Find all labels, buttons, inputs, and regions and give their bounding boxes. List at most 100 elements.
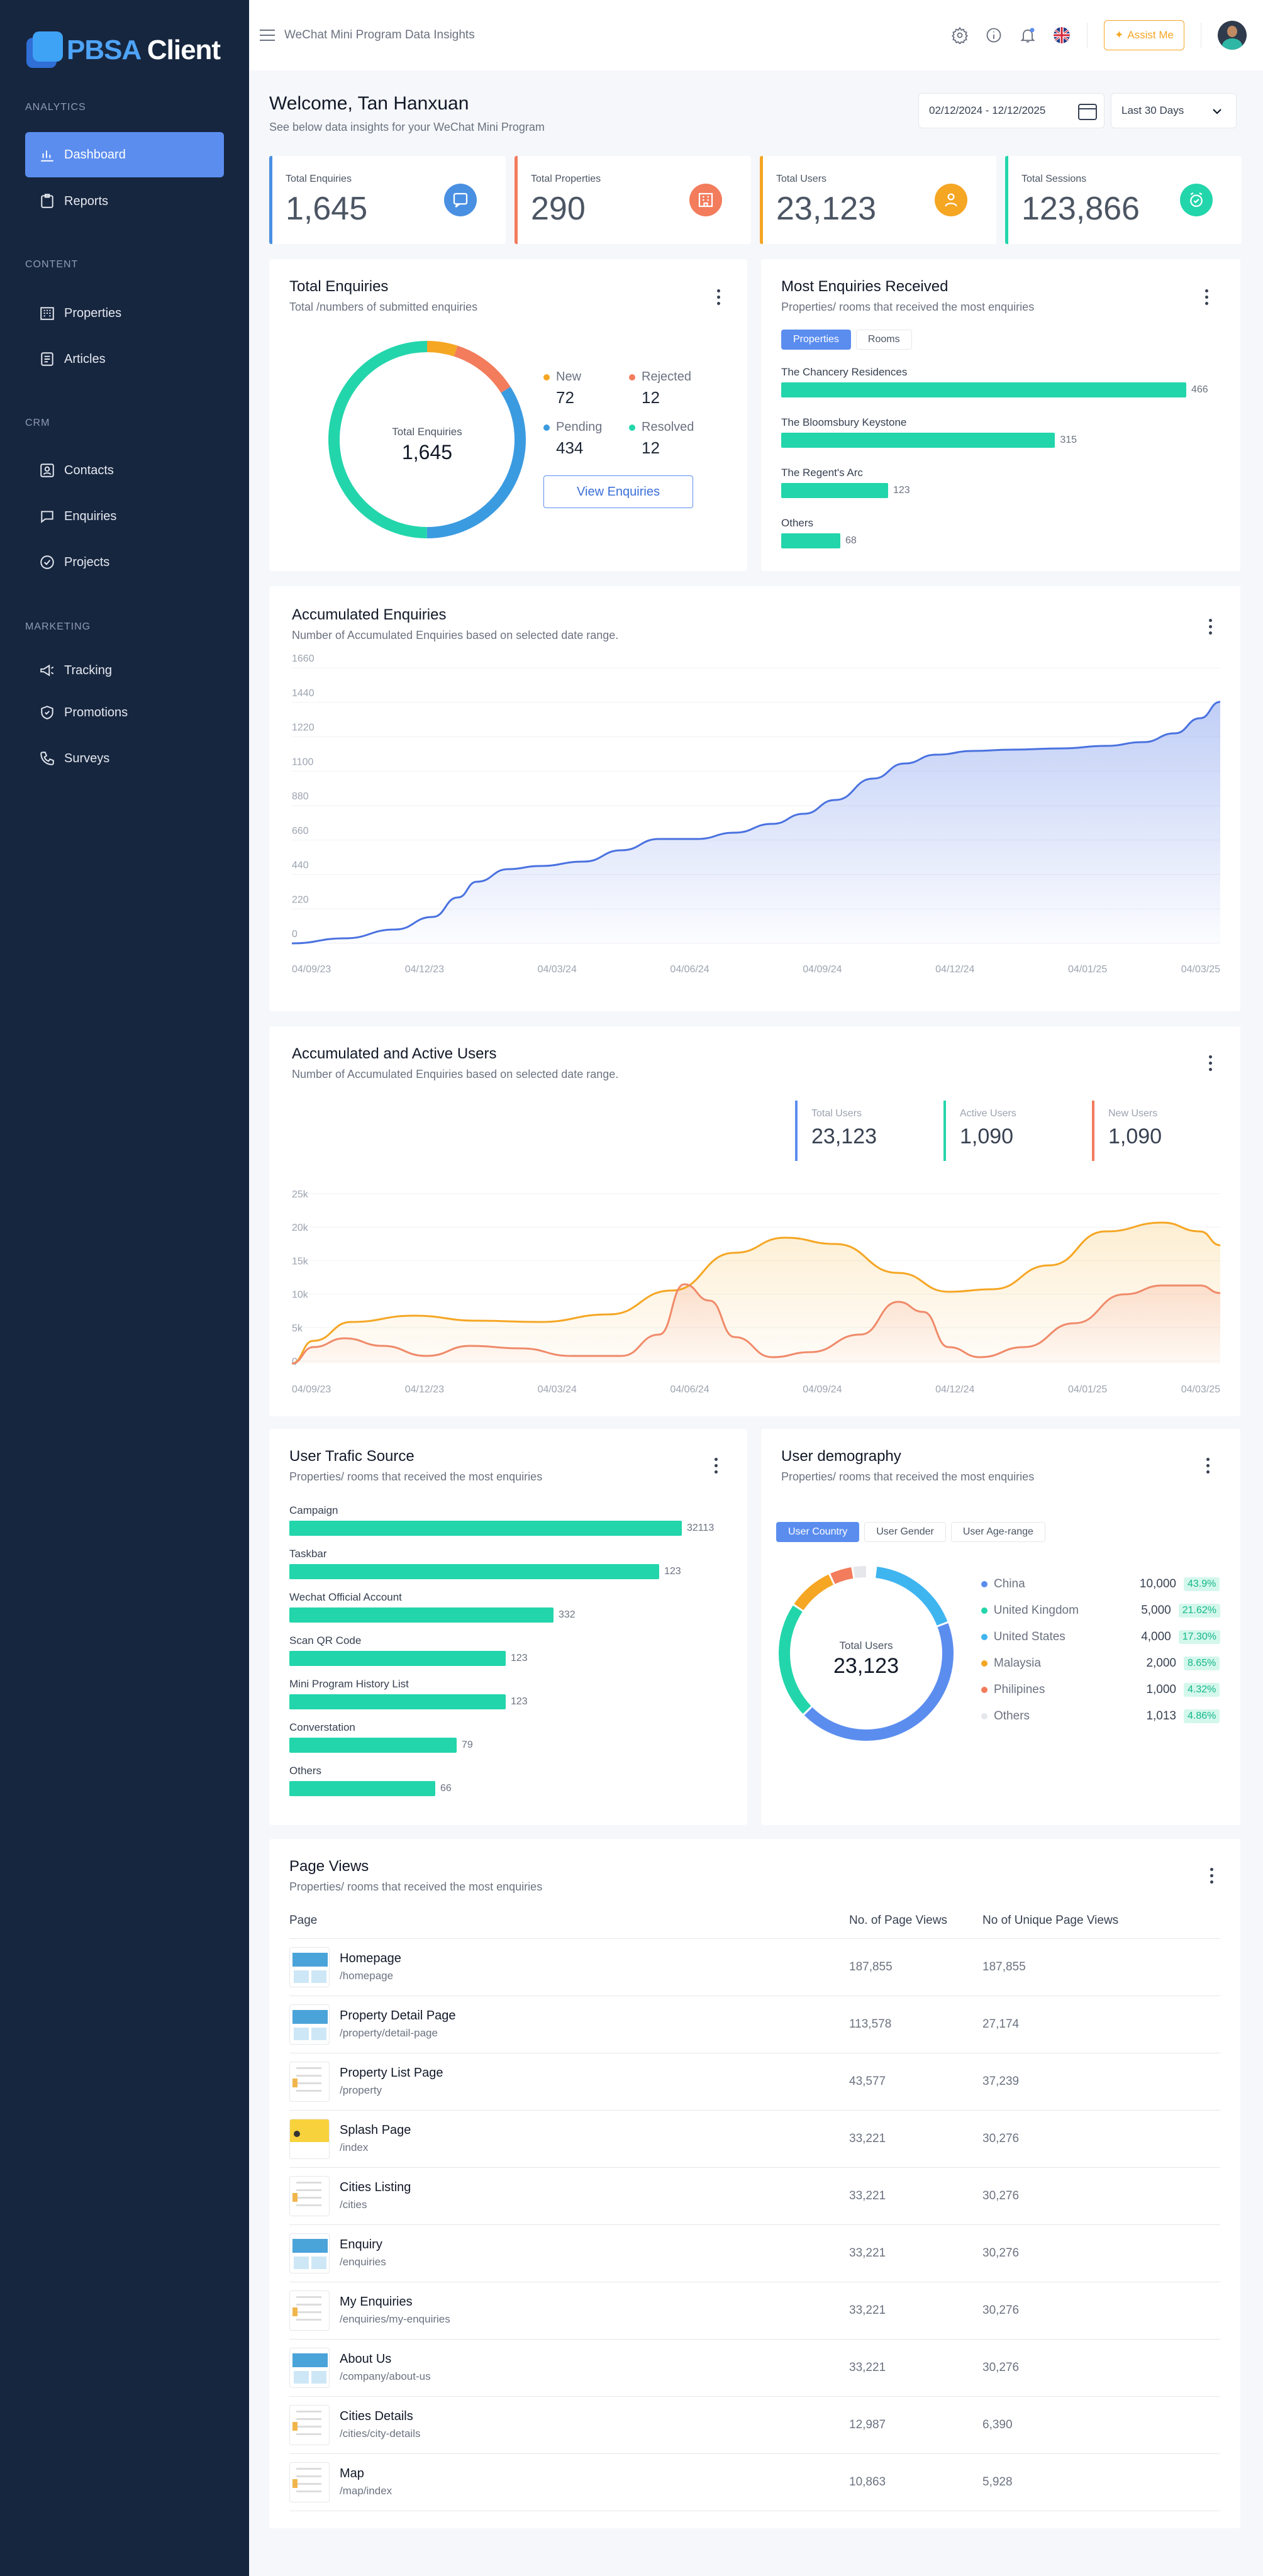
- page-path: /property: [340, 2084, 382, 2096]
- table-row[interactable]: About Us/company/about-us 33,221 30,276: [289, 2339, 1220, 2397]
- sidebar-item-contacts[interactable]: Contacts: [25, 448, 224, 493]
- legend-row: United Kingdom 5,000 21.62%: [981, 1597, 1220, 1624]
- page-thumbnail: [289, 2233, 330, 2273]
- view-enquiries-button[interactable]: View Enquiries: [543, 475, 693, 508]
- sidebar-item-label: Projects: [64, 555, 110, 569]
- page-path: /cities/city-details: [340, 2428, 421, 2440]
- area-fill: [292, 1223, 1220, 1363]
- legend-dot: [981, 1581, 988, 1587]
- nav-section-crm: CRM: [25, 418, 50, 428]
- more-options-icon[interactable]: [1205, 1458, 1210, 1474]
- more-options-icon[interactable]: [1209, 1868, 1214, 1884]
- tab-user-country[interactable]: User Country: [776, 1522, 860, 1542]
- table-row[interactable]: Enquiry/enquiries 33,221 30,276: [289, 2224, 1220, 2282]
- country-name: Others: [994, 1709, 1030, 1723]
- legend-row: Others 1,013 4.86%: [981, 1703, 1220, 1729]
- chat-icon: [444, 184, 477, 216]
- card-subtitle: Properties/ rooms that received the most…: [781, 301, 1035, 313]
- more-options-icon[interactable]: [1204, 289, 1209, 306]
- enquiries-donut: Total Enquiries 1,645: [328, 341, 526, 538]
- card-subtitle: Number of Accumulated Enquiries based on…: [292, 1068, 619, 1080]
- check-circle-icon: [40, 555, 54, 569]
- bar-value: 466: [1191, 384, 1208, 395]
- stat-card-properties[interactable]: Total Properties 290: [515, 156, 751, 244]
- more-options-icon[interactable]: [716, 289, 721, 306]
- demography-card: User demography Properties/ rooms that r…: [761, 1429, 1240, 1825]
- tab-user-gender[interactable]: User Gender: [864, 1522, 946, 1542]
- stat-card-sessions[interactable]: Total Sessions 123,866: [1005, 156, 1242, 244]
- sidebar-item-projects[interactable]: Projects: [25, 540, 224, 585]
- sidebar-item-tracking[interactable]: Tracking: [25, 648, 224, 693]
- legend-dot: [981, 1687, 988, 1693]
- table-row[interactable]: Map/map/index 10,863 5,928: [289, 2453, 1220, 2511]
- tab-rooms[interactable]: Rooms: [855, 330, 912, 350]
- stat-card-users[interactable]: Total Users 23,123: [760, 156, 996, 244]
- more-options-icon[interactable]: [1208, 1055, 1213, 1072]
- table-row[interactable]: Splash Page/index 33,221 30,276: [289, 2110, 1220, 2168]
- unique-views-count: 30,276: [982, 2339, 1220, 2397]
- shield-icon: [41, 706, 53, 719]
- sidebar-item-reports[interactable]: Reports: [25, 179, 224, 224]
- sidebar-item-surveys[interactable]: Surveys: [25, 736, 224, 781]
- mini-stat-total-users: Total Users 23,123: [795, 1101, 877, 1161]
- tab-user-age-range[interactable]: User Age-range: [950, 1522, 1045, 1542]
- sidebar-item-promotions[interactable]: Promotions: [25, 690, 224, 735]
- sidebar-item-enquiries[interactable]: Enquiries: [25, 494, 224, 539]
- column-header: No of Unique Page Views: [982, 1903, 1220, 1939]
- y-tick-label: 1220: [292, 723, 314, 733]
- page-name: Splash Page: [340, 2123, 411, 2137]
- enquiries-line: [291, 701, 1221, 945]
- bar-value: 66: [440, 1783, 452, 1794]
- table-row[interactable]: Cities Details/cities/city-details 12,987…: [289, 2396, 1220, 2454]
- y-tick-label: 440: [292, 860, 309, 871]
- menu-icon[interactable]: [259, 29, 275, 42]
- country-name: Malaysia: [994, 1657, 1041, 1670]
- country-count: 10,000: [1139, 1577, 1176, 1591]
- stat-card-enquiries[interactable]: Total Enquiries 1,645: [269, 156, 506, 244]
- more-options-icon[interactable]: [713, 1458, 718, 1474]
- sidebar-item-properties[interactable]: Properties: [25, 291, 224, 336]
- uk-flag-icon[interactable]: [1053, 26, 1071, 44]
- y-tick-label: 0: [292, 929, 298, 940]
- list-item: Mini Program History List 123: [289, 1678, 730, 1709]
- total-enquiries-card: Total Enquiries Total /numbers of submit…: [269, 259, 747, 571]
- table-row[interactable]: Property Detail Page/property/detail-pag…: [289, 1996, 1220, 2053]
- bell-icon[interactable]: [1019, 26, 1037, 44]
- more-options-icon[interactable]: [1208, 619, 1213, 635]
- list-item: The Regent's Arc 123: [781, 467, 1221, 498]
- settings-icon[interactable]: [951, 26, 969, 44]
- x-tick-label: 04/12/24: [935, 1384, 974, 1395]
- table-row[interactable]: Cities Listing/cities 33,221 30,276: [289, 2167, 1220, 2225]
- legend-label: New: [556, 370, 582, 384]
- table-row[interactable]: My Enquiries/enquiries/my-enquiries 33,22…: [289, 2282, 1220, 2340]
- brand-logo[interactable]: PBSA Client: [26, 31, 221, 69]
- building-icon: [689, 184, 722, 216]
- table-row[interactable]: Homepage/homepage 187,855 187,855: [289, 1938, 1220, 1996]
- brand-name-part2: Client: [147, 35, 221, 65]
- stat-label: Total Users: [776, 174, 827, 184]
- info-icon[interactable]: [985, 26, 1003, 44]
- y-tick-label: 220: [292, 894, 309, 905]
- brand-name-part1: PBSA: [67, 35, 141, 65]
- table-row[interactable]: Property List Page/property 43,577 37,239: [289, 2053, 1220, 2111]
- date-range-value: 02/12/2024 - 12/12/2025: [929, 104, 1046, 116]
- stat-value: 123,866: [1021, 191, 1140, 227]
- sidebar-item-dashboard[interactable]: Dashboard: [25, 132, 224, 177]
- page-thumbnail: [289, 2462, 330, 2502]
- period-select[interactable]: Last 30 Days: [1111, 93, 1237, 128]
- sidebar-item-label: Articles: [64, 352, 106, 366]
- date-range-picker[interactable]: 02/12/2024 - 12/12/2025: [918, 93, 1104, 128]
- country-percent: 43.9%: [1184, 1577, 1220, 1591]
- y-tick-label: 10k: [292, 1290, 309, 1301]
- card-title: Page Views: [289, 1858, 369, 1875]
- tab-properties[interactable]: Properties: [781, 330, 851, 350]
- stat-value: 1,645: [286, 191, 368, 227]
- sidebar-item-articles[interactable]: Articles: [25, 336, 224, 382]
- list-item: The Chancery Residences 466: [781, 366, 1221, 397]
- unique-views-count: 37,239: [982, 2053, 1220, 2111]
- assist-me-button[interactable]: ✦ Assist Me: [1104, 20, 1184, 50]
- list-item: Others 66: [289, 1765, 730, 1796]
- avatar[interactable]: [1218, 21, 1247, 50]
- page-name: Cities Listing: [340, 2180, 411, 2194]
- mini-stat-value: 23,123: [811, 1124, 877, 1148]
